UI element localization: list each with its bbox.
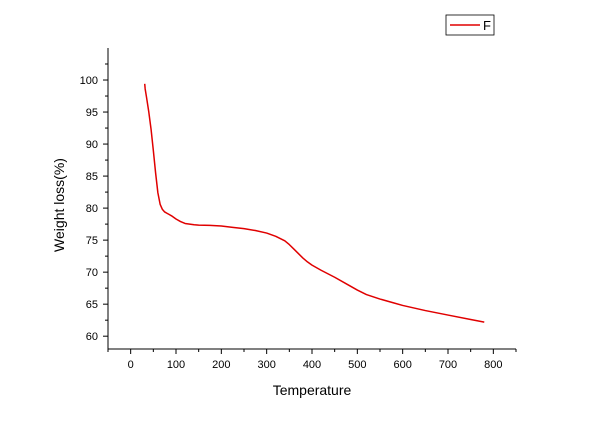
y-tick-label-85: 85: [86, 171, 98, 183]
y-tick-label-95: 95: [86, 107, 98, 119]
x-tick-label-700: 700: [439, 359, 457, 371]
x-axis-title: Temperature: [273, 382, 352, 398]
y-axis-title: Weight loss(%): [51, 158, 67, 252]
y-tick-label-70: 70: [86, 267, 98, 279]
y-tick-label-90: 90: [86, 139, 98, 151]
x-tick-label-600: 600: [393, 359, 411, 371]
y-tick-label-80: 80: [86, 203, 98, 215]
x-tick-label-400: 400: [303, 359, 321, 371]
x-tick-label-0: 0: [128, 359, 134, 371]
y-tick-label-75: 75: [86, 235, 98, 247]
x-tick-label-300: 300: [257, 359, 275, 371]
axes: [107, 48, 516, 350]
legend: F: [445, 14, 495, 36]
series-line-f: [143, 83, 485, 323]
series-layer: [143, 83, 485, 323]
tick-marks: [103, 63, 517, 354]
y-tick-label-65: 65: [86, 299, 98, 311]
tick-labels: 0 100 200 300 400 500 600 700 800 60 65 70 75 80 85 90 9…: [80, 75, 503, 371]
legend-label-f: F: [483, 18, 491, 33]
x-tick-label-800: 800: [484, 359, 502, 371]
x-tick-label-200: 200: [212, 359, 230, 371]
y-tick-label-100: 100: [80, 75, 98, 87]
x-tick-label-500: 500: [348, 359, 366, 371]
x-tick-label-100: 100: [167, 359, 185, 371]
y-tick-label-60: 60: [86, 331, 98, 343]
